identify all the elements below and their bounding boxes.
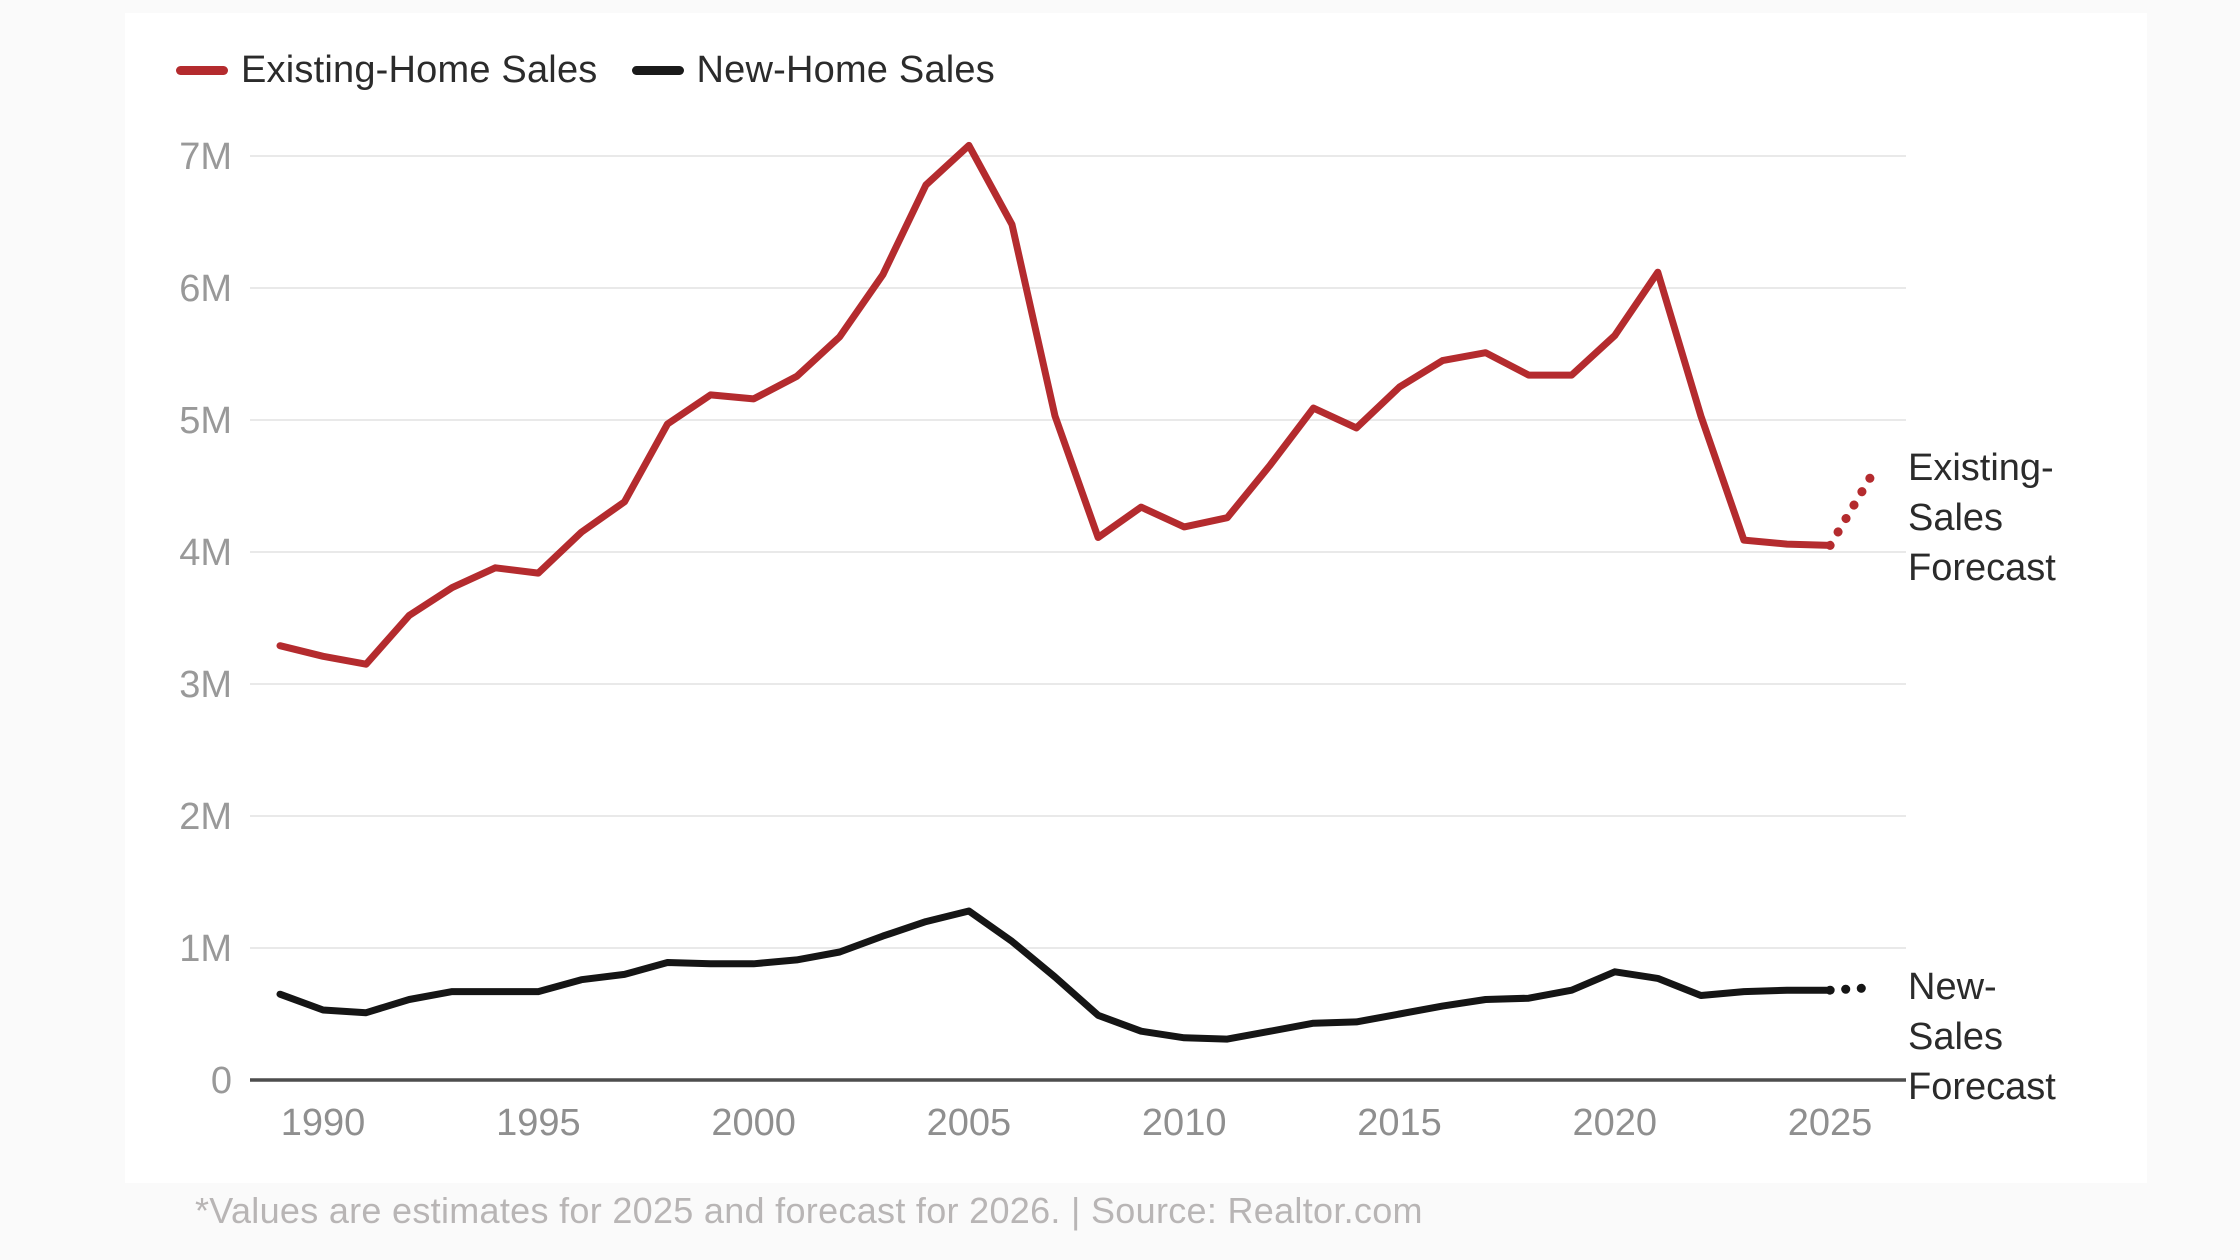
x-tick-label-2000: 2000 xyxy=(711,1102,796,1144)
legend-item-new-home-sales: New-Home Sales xyxy=(631,49,995,92)
x-tick-label-2010: 2010 xyxy=(1142,1102,1227,1144)
x-tick-label-1990: 1990 xyxy=(281,1102,366,1144)
y-tick-label-6M: 6M xyxy=(179,268,232,310)
x-tick-label-2020: 2020 xyxy=(1572,1102,1657,1144)
legend-item-existing-home-sales: Existing-Home Sales xyxy=(176,49,598,92)
new-sales-forecast-label-line1: New- xyxy=(1908,966,1997,1008)
existing-sales-forecast-label-line3: Forecast xyxy=(1908,547,2056,589)
new-sales-forecast-label-line2: Sales xyxy=(1908,1016,2004,1058)
existing-sales-forecast-label-line2: Sales xyxy=(1908,497,2004,539)
new-home-sales-forecast-dotted-line xyxy=(1825,983,1878,995)
y-tick-label-4M: 4M xyxy=(179,532,232,574)
y-tick-label-3M: 3M xyxy=(179,664,232,706)
existing-home-sales-swatch xyxy=(176,66,228,75)
existing-sales-forecast-label-line1: Existing- xyxy=(1908,447,2054,489)
y-tick-label-1M: 1M xyxy=(179,928,232,970)
existing-home-sales-line xyxy=(276,141,1834,668)
source-note: *Values are estimates for 2025 and forec… xyxy=(195,1190,1423,1231)
y-tick-label-0: 0 xyxy=(211,1060,232,1102)
x-tick-label-2015: 2015 xyxy=(1357,1102,1442,1144)
chart-legend: Existing-Home Sales New-Home Sales xyxy=(176,49,995,92)
x-tick-label-1995: 1995 xyxy=(496,1102,581,1144)
y-tick-label-2M: 2M xyxy=(179,796,232,838)
y-tick-label-5M: 5M xyxy=(179,400,232,442)
legend-label-new-home-sales: New-Home Sales xyxy=(696,49,995,91)
y-tick-label-7M: 7M xyxy=(179,136,232,178)
existing-home-sales-forecast-dotted-line xyxy=(1825,468,1878,550)
new-home-sales-swatch xyxy=(631,66,684,75)
new-sales-forecast-label-line3: Forecast xyxy=(1908,1066,2056,1108)
x-tick-label-2025: 2025 xyxy=(1788,1102,1873,1144)
new-sales-forecast-label: New- Sales Forecast xyxy=(1908,962,2056,1112)
new-home-sales-line xyxy=(276,907,1834,1043)
x-tick-label-2005: 2005 xyxy=(927,1102,1012,1144)
existing-sales-forecast-label: Existing- Sales Forecast xyxy=(1908,443,2056,593)
legend-label-existing-home-sales: Existing-Home Sales xyxy=(241,49,598,91)
